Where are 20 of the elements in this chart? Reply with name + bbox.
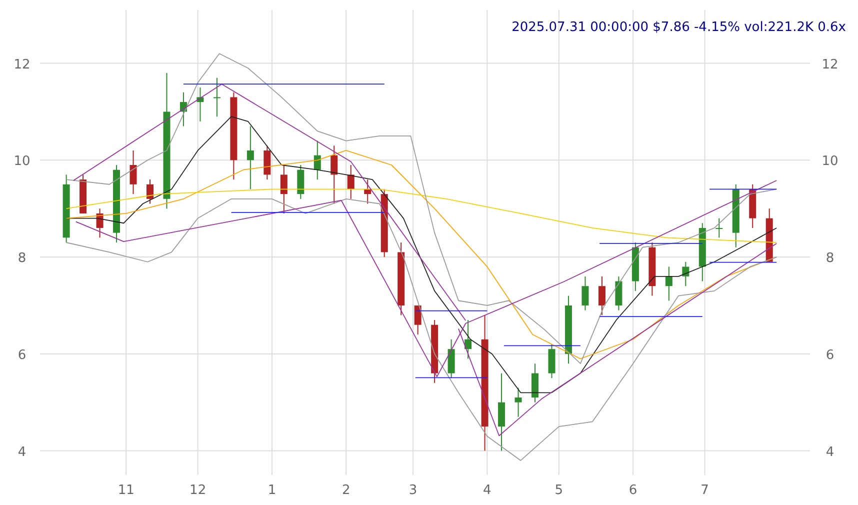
y-tick-label: 4 xyxy=(18,444,26,460)
x-tick-label: 5 xyxy=(554,483,564,498)
x-tick-label: 1 xyxy=(268,483,276,498)
x-tick-label: 4 xyxy=(483,483,492,498)
y2-tick-label: 4 xyxy=(826,444,834,460)
x-tick-label: 3 xyxy=(408,483,418,498)
y-tick-label: 10 xyxy=(14,154,30,170)
x-tick-label: 6 xyxy=(628,483,638,498)
x-tick-label: 11 xyxy=(118,483,134,498)
y2-tick-label: 10 xyxy=(822,154,838,170)
text: 2025.07.31 00:00:00 $7.86 -4.15% vol:221.2K 0.6x xyxy=(512,20,846,35)
y2-tick-label: 8 xyxy=(826,251,834,266)
y-tick-label: 6 xyxy=(18,348,26,363)
x-tick-label: 2 xyxy=(342,483,350,498)
y2-tick-label: 6 xyxy=(826,348,834,363)
y-tick-label: 8 xyxy=(18,251,26,266)
x-tick-label: 7 xyxy=(700,483,709,498)
x-tick-label: 12 xyxy=(190,483,206,498)
y2-tick-label: 12 xyxy=(822,57,838,72)
y-tick-label: 12 xyxy=(14,57,30,72)
